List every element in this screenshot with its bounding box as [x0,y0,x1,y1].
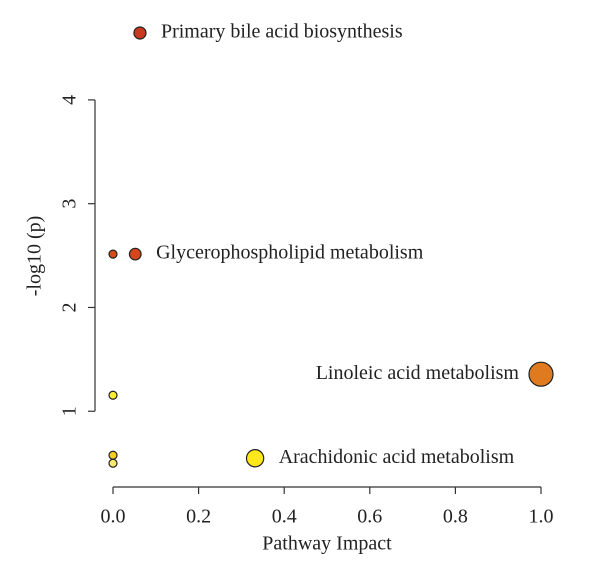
y-tick-label: 2 [59,302,81,312]
y-tick-label: 3 [59,199,81,209]
point-label: Linoleic acid metabolism [316,362,520,384]
point-label: Glycerophospholipid metabolism [156,242,424,264]
x-tick-label: 1.0 [529,506,554,528]
bubble [108,249,118,259]
bubble [133,26,147,40]
x-tick-label: 0.4 [272,506,297,528]
bubble [245,449,265,468]
x-tick-label: 0.8 [443,506,468,528]
point-label: Arachidonic acid metabolism [279,446,515,468]
x-tick-label: 0.0 [101,506,126,528]
bubble [108,450,118,460]
bubble [128,247,142,261]
bubble [528,361,554,387]
x-tick-label: 0.6 [357,506,382,528]
x-axis-label: Pathway Impact [262,533,392,555]
x-tick-label: 0.2 [186,506,211,528]
bubble [108,458,118,468]
y-axis-label: -log10 (p) [24,216,46,297]
y-tick-label: 1 [59,406,81,416]
point-label: Primary bile acid biosynthesis [161,21,403,43]
bubble [108,390,118,400]
y-tick-label: 4 [59,95,81,105]
